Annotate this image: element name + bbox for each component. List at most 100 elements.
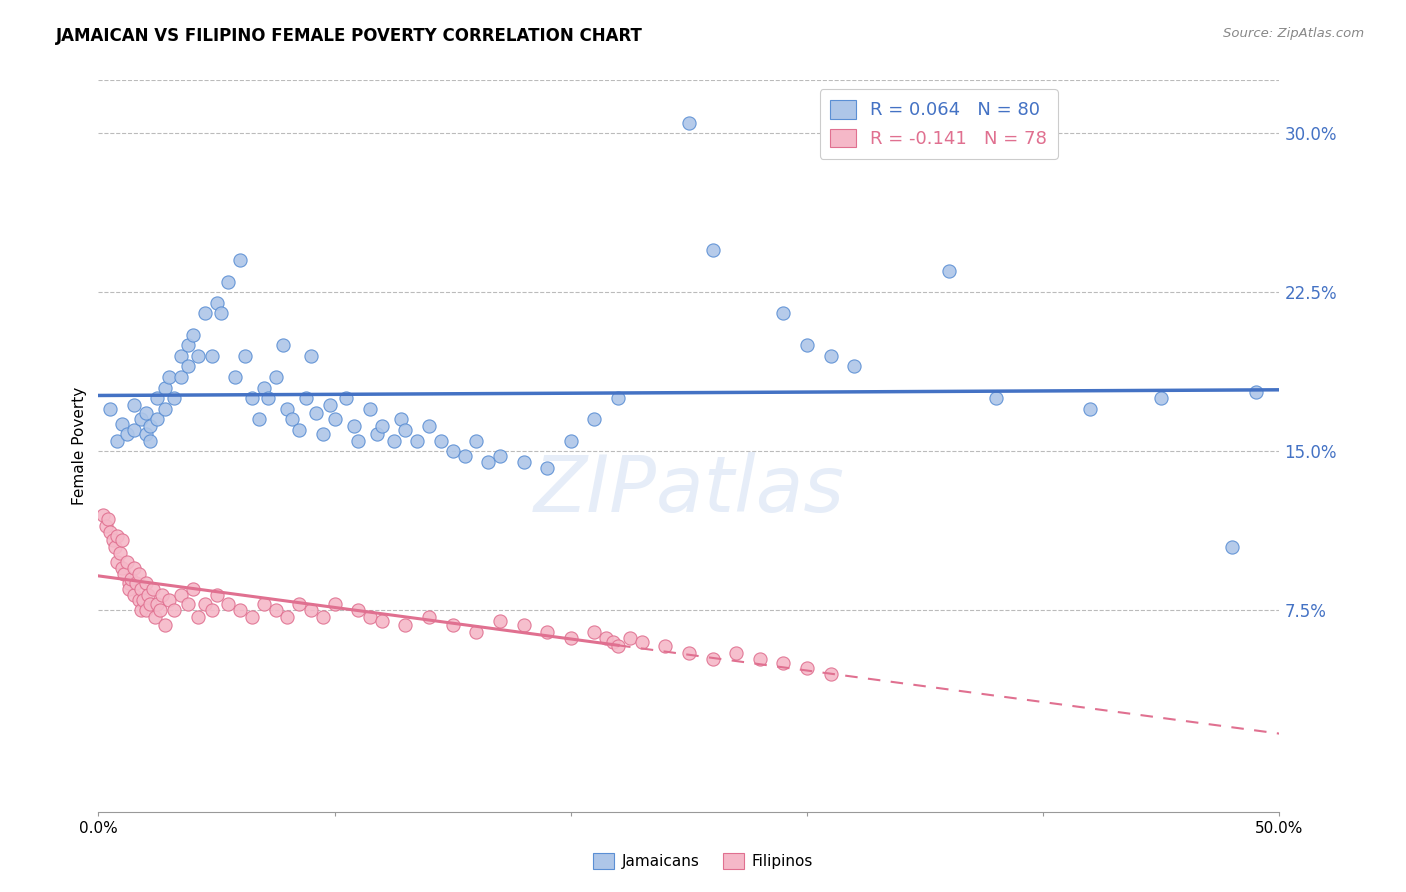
Point — [135, 603, 157, 617]
Point — [602, 635, 624, 649]
Point — [132, 592, 155, 607]
Point — [371, 614, 394, 628]
Point — [288, 597, 311, 611]
Point — [607, 392, 630, 406]
Point — [229, 603, 252, 617]
Point — [312, 427, 335, 442]
Point — [150, 589, 173, 603]
Point — [702, 243, 724, 257]
Point — [772, 306, 794, 320]
Point — [177, 338, 200, 352]
Point — [108, 546, 131, 560]
Point — [128, 592, 150, 607]
Point — [938, 264, 960, 278]
Point — [820, 667, 842, 681]
Legend: Jamaicans, Filipinos: Jamaicans, Filipinos — [586, 847, 820, 875]
Point — [820, 349, 842, 363]
Point — [122, 398, 145, 412]
Point — [118, 575, 141, 590]
Point — [678, 116, 700, 130]
Point — [136, 589, 159, 603]
Point — [725, 646, 748, 660]
Point — [128, 567, 150, 582]
Point — [135, 427, 157, 442]
Point — [205, 296, 228, 310]
Point — [347, 603, 370, 617]
Point — [122, 423, 145, 437]
Point — [418, 609, 440, 624]
Point — [583, 624, 606, 639]
Point — [115, 555, 138, 569]
Point — [135, 575, 157, 590]
Point — [104, 540, 127, 554]
Point — [276, 609, 298, 624]
Point — [984, 392, 1007, 406]
Point — [359, 401, 381, 416]
Point — [139, 434, 162, 448]
Point — [441, 444, 464, 458]
Point — [111, 417, 134, 431]
Point — [146, 412, 169, 426]
Point — [748, 652, 770, 666]
Point — [288, 423, 311, 437]
Point — [477, 455, 499, 469]
Point — [678, 646, 700, 660]
Point — [98, 401, 121, 416]
Point — [142, 582, 165, 596]
Point — [335, 392, 357, 406]
Legend: R = 0.064   N = 80, R = -0.141   N = 78: R = 0.064 N = 80, R = -0.141 N = 78 — [820, 89, 1057, 159]
Point — [139, 597, 162, 611]
Point — [181, 327, 204, 342]
Point — [233, 349, 256, 363]
Point — [489, 614, 512, 628]
Y-axis label: Female Poverty: Female Poverty — [72, 387, 87, 505]
Point — [359, 609, 381, 624]
Point — [163, 392, 186, 406]
Point — [389, 412, 412, 426]
Point — [319, 398, 342, 412]
Point — [305, 406, 328, 420]
Point — [796, 338, 818, 352]
Point — [257, 392, 280, 406]
Point — [105, 434, 128, 448]
Point — [129, 412, 152, 426]
Point — [247, 412, 270, 426]
Point — [796, 660, 818, 674]
Text: Source: ZipAtlas.com: Source: ZipAtlas.com — [1223, 27, 1364, 40]
Point — [229, 253, 252, 268]
Point — [187, 349, 209, 363]
Point — [560, 434, 582, 448]
Point — [97, 512, 120, 526]
Point — [418, 418, 440, 433]
Point — [583, 412, 606, 426]
Point — [111, 561, 134, 575]
Point — [512, 618, 534, 632]
Point — [94, 518, 117, 533]
Point — [489, 449, 512, 463]
Point — [619, 631, 641, 645]
Point — [170, 349, 193, 363]
Point — [201, 603, 224, 617]
Point — [177, 359, 200, 374]
Point — [129, 603, 152, 617]
Point — [240, 609, 263, 624]
Point — [382, 434, 405, 448]
Point — [115, 427, 138, 442]
Point — [194, 306, 217, 320]
Point — [264, 603, 287, 617]
Point — [253, 381, 276, 395]
Point — [630, 635, 652, 649]
Point — [536, 624, 558, 639]
Point — [153, 381, 176, 395]
Point — [122, 589, 145, 603]
Point — [772, 657, 794, 671]
Point — [91, 508, 114, 522]
Point — [240, 392, 263, 406]
Point — [157, 370, 180, 384]
Point — [536, 461, 558, 475]
Text: ZIPatlas: ZIPatlas — [533, 452, 845, 528]
Point — [1080, 401, 1102, 416]
Point — [112, 567, 135, 582]
Point — [347, 434, 370, 448]
Text: JAMAICAN VS FILIPINO FEMALE POVERTY CORRELATION CHART: JAMAICAN VS FILIPINO FEMALE POVERTY CORR… — [56, 27, 643, 45]
